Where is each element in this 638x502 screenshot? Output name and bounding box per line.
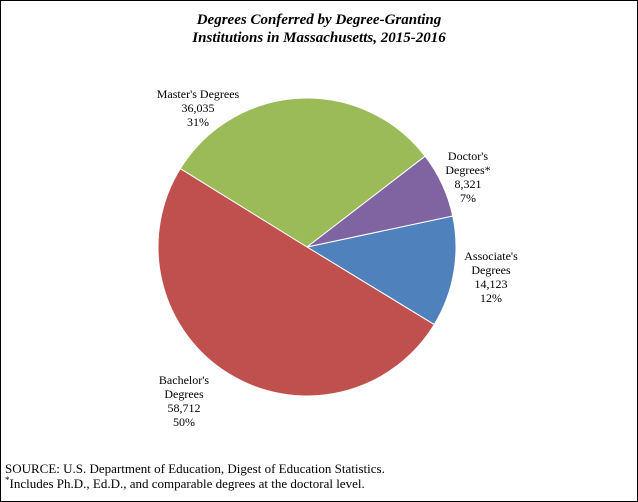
slice-name-line: Doctor's <box>447 149 489 163</box>
footnote-marker: * <box>5 475 10 485</box>
slice-name-line: Master's Degrees <box>156 87 240 101</box>
slice-value: 8,321 <box>454 177 482 191</box>
pie-slice-bachelors <box>157 167 435 397</box>
chart-footer: SOURCE: U.S. Department of Education, Di… <box>5 461 633 491</box>
source-note: SOURCE: U.S. Department of Education, Di… <box>5 461 385 476</box>
slice-name-line: Degrees <box>164 387 204 401</box>
slice-name-line: Associate's <box>464 249 518 263</box>
slice-label-masters: Master's Degrees 36,035 31% <box>143 87 253 129</box>
slice-label-doctors: Doctor's Degrees* 8,321 7% <box>433 149 503 205</box>
slice-percent: 50% <box>173 415 195 429</box>
footnote: *Includes Ph.D., Ed.D., and comparable d… <box>5 475 633 492</box>
pie-slice-masters <box>179 97 426 248</box>
slice-label-associates: Associate's Degrees 14,123 12% <box>451 249 531 305</box>
slice-percent: 7% <box>460 191 476 205</box>
slice-value: 58,712 <box>167 401 201 415</box>
slice-name-line: Degrees <box>471 263 511 277</box>
slice-percent: 12% <box>480 291 502 305</box>
slice-name-line: Degrees* <box>445 163 491 177</box>
slice-percent: 31% <box>187 115 209 129</box>
slice-value: 36,035 <box>181 101 215 115</box>
slice-value: 14,123 <box>474 277 508 291</box>
pie-slice-associates <box>305 215 457 326</box>
slice-name-line: Bachelor's <box>158 373 210 387</box>
chart-title-line-1: Degrees Conferred by Degree-Granting <box>196 12 442 28</box>
chart-title-line-2: Institutions in Massachusetts, 2015-2016 <box>192 30 446 46</box>
footnote-text: Includes Ph.D., Ed.D., and comparable de… <box>9 476 365 491</box>
pie-slice-doctors <box>306 155 454 248</box>
chart-title: Degrees Conferred by Degree-Granting Ins… <box>1 11 637 47</box>
slice-label-bachelors: Bachelor's Degrees 58,712 50% <box>149 373 219 429</box>
